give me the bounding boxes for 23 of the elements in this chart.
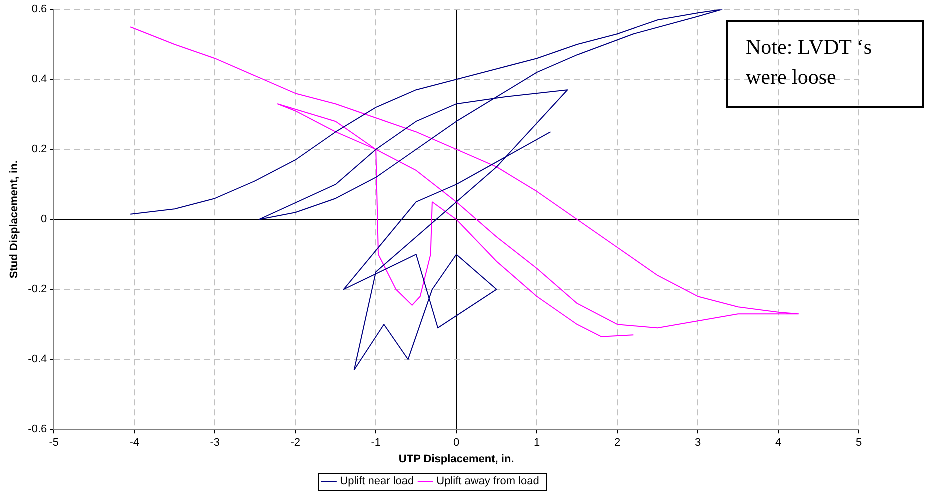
annotation: Note: LVDT ‘s were loose [726, 20, 924, 108]
y-tick-label: -0.2 [28, 284, 48, 296]
y-tick-label: -0.6 [28, 424, 48, 436]
x-tick-label: -5 [49, 437, 60, 450]
y-tick-label: 0.2 [32, 144, 48, 156]
legend-label: Uplift near load [340, 476, 414, 488]
x-tick-label: -2 [290, 437, 300, 450]
x-tick-label: -1 [371, 437, 381, 450]
y-axis-title: Stud Displacement, in. [8, 160, 21, 279]
y-tick-label: 0 [41, 214, 48, 226]
x-tick-label: 2 [614, 437, 621, 450]
x-tick-label: -3 [210, 437, 220, 450]
x-tick-label: 3 [694, 437, 702, 450]
x-tick-label: 0 [454, 437, 460, 450]
x-tick-label: 5 [856, 437, 862, 450]
legend-label: Uplift away from load [436, 476, 540, 488]
y-tick-label: -0.4 [28, 354, 48, 366]
y-tick-label: 0.6 [32, 4, 48, 16]
x-axis-title: UTP Displacement, in. [398, 453, 514, 466]
x-tick-label: 4 [775, 437, 782, 450]
y-tick-label: 0.4 [32, 74, 48, 86]
x-tick-label: -4 [130, 437, 140, 450]
x-tick-label: 1 [534, 437, 540, 450]
